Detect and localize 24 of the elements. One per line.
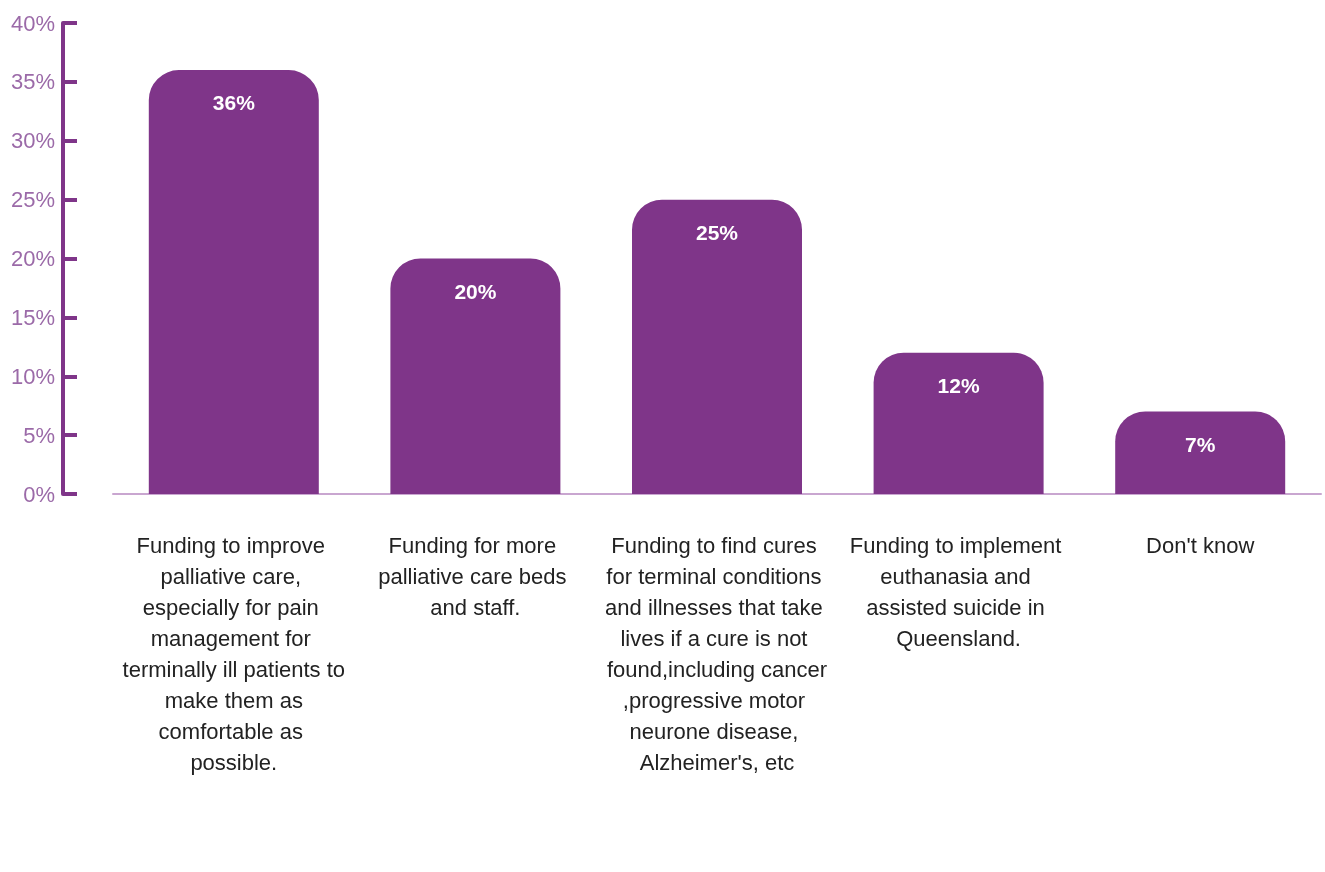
x-tick-label: Funding to find cures for terminal conditions and illnesses that take lives if a cure is not found,including cancer,progressive motor neurone disease, Alzheimer's, etc xyxy=(605,533,829,775)
y-tick-label: 35% xyxy=(10,69,55,95)
y-tick-label: 40% xyxy=(10,10,55,36)
y-tick-label: 5% xyxy=(23,422,55,448)
x-tick-label: Funding to implement euthanasia and assisted suicide in Queensland. xyxy=(849,533,1068,651)
y-tick-label: 25% xyxy=(10,187,55,213)
bar xyxy=(148,70,319,494)
y-tick-label: 0% xyxy=(23,481,55,507)
data-label: 7% xyxy=(1185,432,1216,456)
bar xyxy=(390,258,561,494)
x-tick-label: Funding to improve palliative care, especially for pain management for terminally ill patients to make them as comfortable as possible. xyxy=(122,533,346,775)
y-tick-label: 10% xyxy=(10,363,55,389)
data-label: 36% xyxy=(212,91,256,115)
y-tick-label: 20% xyxy=(10,246,55,271)
bar xyxy=(1115,411,1286,494)
bar xyxy=(873,352,1044,494)
data-label: 12% xyxy=(937,373,980,397)
x-tick-label: Funding for more palliative care beds and staff. xyxy=(378,533,573,620)
data-label: 25% xyxy=(695,220,739,244)
y-tick-label: 15% xyxy=(10,304,55,330)
y-tick-label: 30% xyxy=(10,128,55,154)
bar xyxy=(632,199,802,494)
x-tick-label: Don't know xyxy=(1146,533,1255,558)
data-label: 20% xyxy=(454,279,497,303)
